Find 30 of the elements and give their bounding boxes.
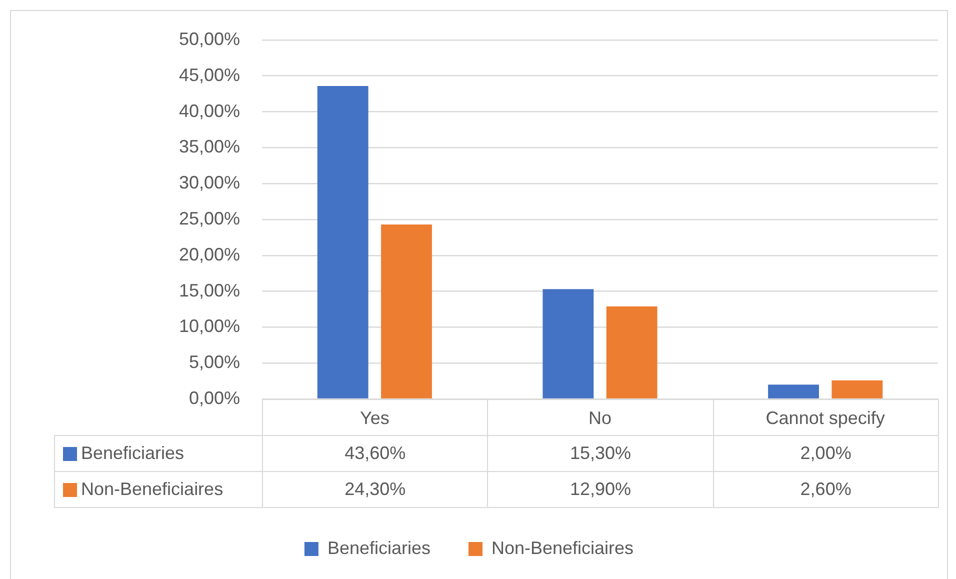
legend-label: Non-Beneficiaires (491, 538, 634, 558)
y-tick-label: 5,00% (188, 352, 240, 372)
bar (542, 289, 594, 398)
x-tick-label: No (588, 408, 612, 428)
data-label: 15,30% (487, 435, 714, 472)
text: Non-Beneficiaires (81, 479, 224, 499)
y-tick-label: 40,00% (178, 100, 240, 121)
y-tick-label: 10,00% (178, 316, 240, 336)
y-tick-label: 45,00% (178, 64, 240, 85)
text: Beneficiaries (81, 443, 184, 463)
y-tick-label: 35,00% (178, 136, 240, 157)
y-tick-label: 50,00% (178, 28, 240, 49)
x-tick-label: Cannot specify (766, 408, 885, 428)
x-tick-label: Yes (360, 408, 390, 428)
y-tick-label: 0,00% (188, 388, 240, 408)
y-tick-label: 30,00% (178, 172, 240, 193)
bar (317, 86, 368, 398)
data-label: 43,60% (262, 435, 488, 472)
bar (381, 224, 432, 398)
y-tick-label: 15,00% (178, 280, 240, 300)
data-label: 2,60% (712, 471, 939, 508)
bar (832, 380, 883, 398)
data-label: 12,90% (487, 471, 714, 508)
bar (768, 384, 819, 398)
y-tick-label: 20,00% (178, 244, 240, 264)
legend-label: Beneficiaries (327, 538, 431, 558)
data-label: 2,00% (712, 435, 939, 472)
bar (606, 306, 658, 398)
y-tick-label: 25,00% (178, 208, 240, 228)
data-label: 24,30% (262, 471, 488, 508)
